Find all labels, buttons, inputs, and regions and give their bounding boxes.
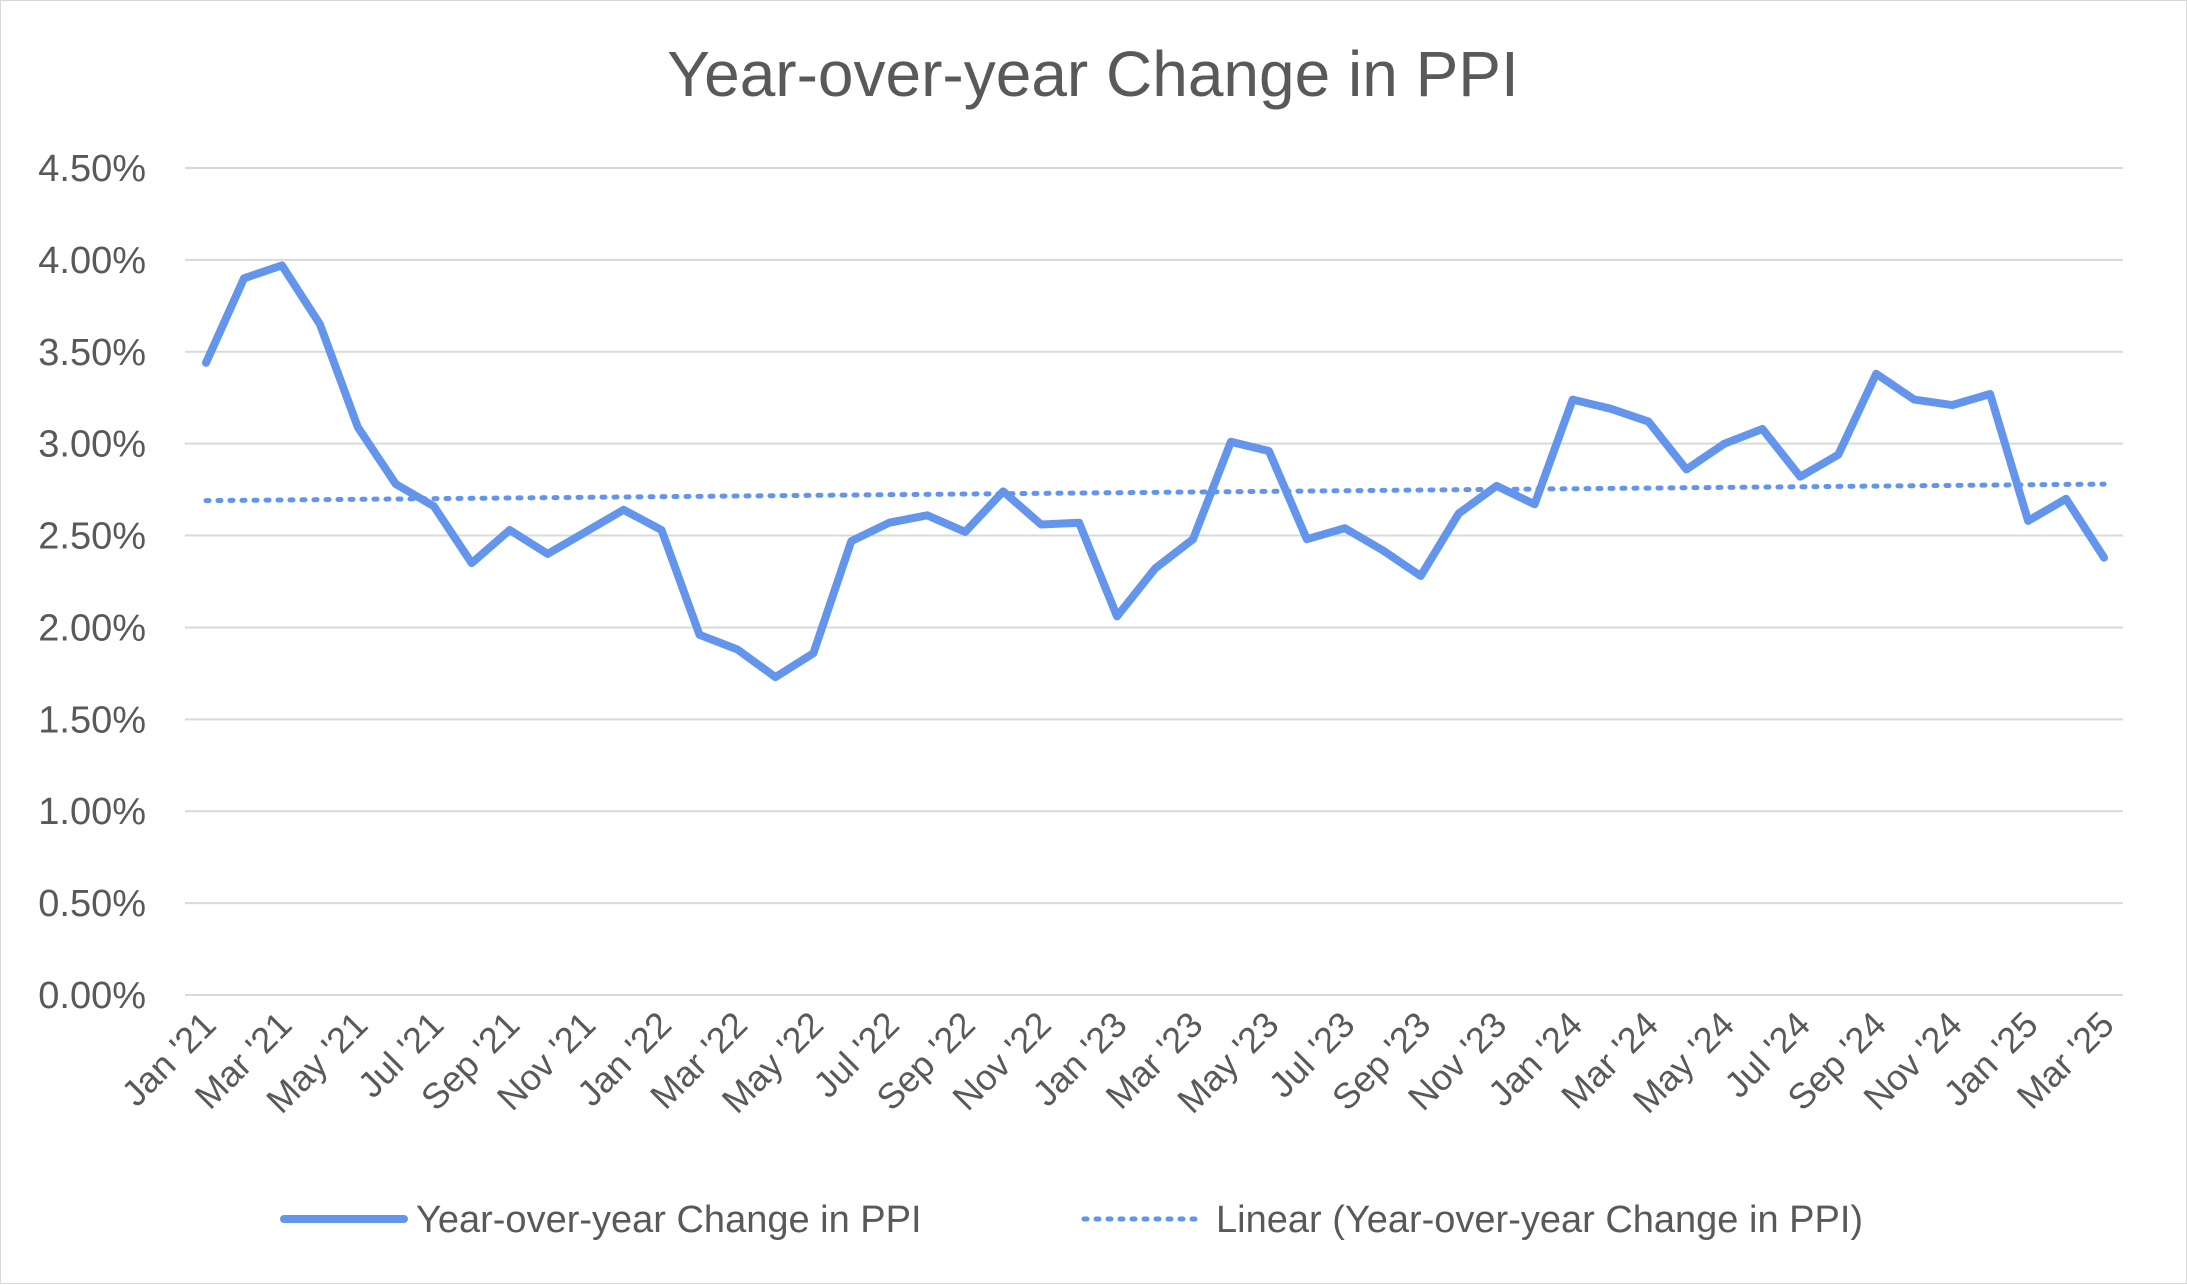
data-point (885, 519, 893, 527)
data-point (354, 423, 362, 431)
data-point (1834, 451, 1842, 459)
y-tick-label: 0.00% (38, 975, 146, 1017)
data-point (2062, 495, 2070, 503)
y-axis-tick-labels: 0.00% 0.50% 1.00% 1.50% 2.00% 2.50% 3.00% 3.50%… (38, 148, 146, 1017)
y-tick-label: 0.50% (38, 883, 146, 925)
data-point (999, 487, 1007, 495)
data-point (1455, 510, 1463, 518)
data-point (961, 528, 969, 536)
data-point (240, 274, 248, 282)
data-point (2100, 554, 2108, 562)
data-point (430, 502, 438, 510)
data-point (1075, 519, 1083, 527)
y-tick-label: 4.00% (38, 240, 146, 282)
data-point (658, 526, 666, 534)
data-point (733, 645, 741, 653)
data-point (1303, 535, 1311, 543)
data-point (1569, 396, 1577, 404)
data-point (695, 631, 703, 639)
data-point (1341, 524, 1349, 532)
chart-title: Year-over-year Change in PPI (667, 38, 1518, 110)
y-tick-label: 2.00% (38, 607, 146, 649)
data-point (1758, 425, 1766, 433)
data-point (468, 559, 476, 567)
series-layer (202, 261, 2108, 682)
data-point (1037, 521, 1045, 529)
y-tick-label: 1.50% (38, 699, 146, 741)
data-point (202, 359, 210, 367)
legend: Year-over-year Change in PPI Linear (Yea… (280, 1199, 1863, 1241)
data-point (1379, 546, 1387, 554)
y-tick-label: 2.50% (38, 516, 146, 558)
data-point (392, 480, 400, 488)
data-point (1531, 500, 1539, 508)
y-tick-label: 3.50% (38, 332, 146, 374)
data-point (582, 528, 590, 536)
data-point (771, 673, 779, 681)
data-point (1910, 396, 1918, 404)
data-point (1113, 612, 1121, 620)
data-point (847, 537, 855, 545)
data-point (544, 550, 552, 558)
data-point (2024, 517, 2032, 525)
data-point (506, 526, 514, 534)
y-tick-label: 1.00% (38, 791, 146, 833)
legend-label-trendline: Linear (Year-over-year Change in PPI) (1216, 1199, 1863, 1241)
data-point (1720, 440, 1728, 448)
data-point (1417, 572, 1425, 580)
legend-label-series: Year-over-year Change in PPI (416, 1199, 922, 1241)
data-point (1227, 438, 1235, 446)
data-point (1796, 473, 1804, 481)
data-point (278, 261, 286, 269)
trendline (203, 481, 2107, 504)
data-point (1644, 418, 1652, 426)
data-point (1986, 390, 1994, 398)
data-point (1151, 565, 1159, 573)
y-tick-label: 4.50% (38, 148, 146, 190)
data-point (1682, 465, 1690, 473)
data-point (1493, 482, 1501, 490)
series-line-ppi (202, 261, 2108, 682)
data-point (923, 511, 931, 519)
data-point (1189, 535, 1197, 543)
data-point (1872, 370, 1880, 378)
data-point (1948, 401, 1956, 409)
data-point (809, 649, 817, 657)
data-point (620, 506, 628, 514)
data-point (1607, 405, 1615, 413)
gridlines (185, 167, 2123, 996)
data-point (316, 320, 324, 328)
y-tick-label: 3.00% (38, 424, 146, 466)
data-point (1265, 447, 1273, 455)
